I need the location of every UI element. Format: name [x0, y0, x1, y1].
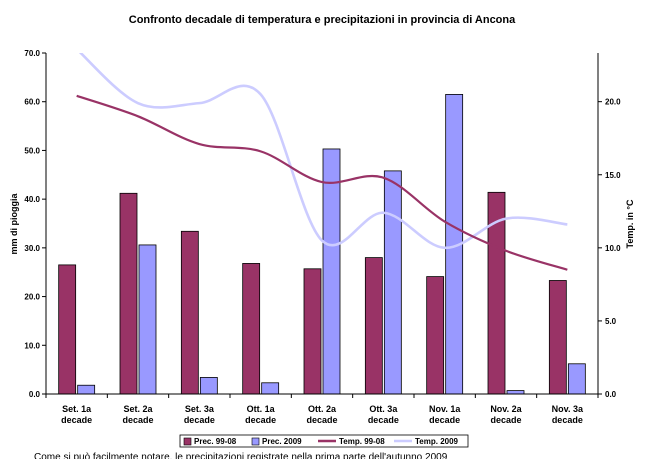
bar-prec-99-08-2: [180, 230, 199, 395]
y-left-tick-label-7: 70.0: [24, 49, 40, 58]
x-tick-label-7-0: Nov. 2a: [490, 404, 522, 414]
y-right-tick-label-1: 5.0: [605, 317, 617, 326]
y-axis-right-label: Temp. in °C: [625, 199, 635, 248]
line-temp-99-08: [76, 94, 568, 271]
bar-prec-2009-1: [138, 244, 157, 395]
y-right-tick-label-2: 10.0: [605, 244, 621, 253]
y-right-tick-label-0: 0.0: [605, 390, 617, 399]
legend-label-1: Prec. 2009: [262, 437, 302, 446]
y-left-tick-label-5: 50.0: [24, 146, 40, 155]
x-tick-label-7-1: decade: [490, 415, 521, 425]
x-tick-label-5-0: Ott. 3a: [369, 404, 398, 414]
x-tick-label-1-1: decade: [122, 415, 153, 425]
bar-prec-99-08-5: [364, 257, 383, 395]
y-right-tick-label-4: 20.0: [605, 98, 621, 107]
bar-prec-2009-7: [506, 390, 525, 395]
y-right-tick-label-3: 15.0: [605, 171, 621, 180]
y-left-tick-label-2: 20.0: [24, 293, 40, 302]
y-axis-left-label: mm di pioggia: [9, 193, 19, 255]
x-tick-label-3-0: Ott. 1a: [247, 404, 276, 414]
legend-label-2: Temp. 99-08: [339, 437, 385, 446]
x-tick-label-4-1: decade: [306, 415, 337, 425]
legend-swatch-1: [251, 437, 260, 446]
bar-prec-2009-4: [322, 148, 341, 395]
bar-prec-99-08-6: [426, 276, 445, 395]
x-tick-label-1-0: Set. 2a: [123, 404, 153, 414]
y-left-tick-label-6: 60.0: [24, 98, 40, 107]
x-tick-label-8-0: Nov. 3a: [552, 404, 584, 414]
x-tick-label-0-0: Set. 1a: [62, 404, 92, 414]
bar-prec-99-08-4: [303, 268, 322, 395]
x-tick-label-6-1: decade: [429, 415, 460, 425]
bar-prec-2009-8: [567, 363, 586, 395]
y-left-tick-label-3: 30.0: [24, 244, 40, 253]
y-left-tick-label-1: 10.0: [24, 341, 40, 350]
x-tick-label-8-1: decade: [552, 415, 583, 425]
legend-label-0: Prec. 99-08: [194, 437, 237, 446]
y-left-tick-label-4: 40.0: [24, 195, 40, 204]
legend-label-3: Temp. 2009: [415, 437, 459, 446]
bar-prec-99-08-1: [119, 192, 138, 395]
bar-prec-99-08-3: [242, 263, 261, 395]
bar-prec-2009-5: [383, 170, 402, 395]
bar-prec-2009-2: [199, 377, 218, 395]
x-tick-label-0-1: decade: [61, 415, 92, 425]
bar-prec-2009-0: [77, 384, 96, 395]
x-tick-label-6-0: Nov. 1a: [429, 404, 461, 414]
x-tick-label-2-0: Set. 3a: [185, 404, 215, 414]
y-left-tick-label-0: 0.0: [29, 390, 41, 399]
bar-prec-2009-3: [261, 382, 280, 395]
footer-text: Come si può facilmente notare, le precip…: [34, 452, 448, 459]
x-tick-label-5-1: decade: [368, 415, 399, 425]
bar-prec-99-08-0: [58, 264, 77, 395]
chart-title: Confronto decadale di temperatura e prec…: [129, 14, 516, 26]
x-tick-label-4-0: Ott. 2a: [308, 404, 337, 414]
legend-swatch-0: [183, 437, 192, 446]
x-tick-label-2-1: decade: [184, 415, 215, 425]
bar-prec-99-08-8: [548, 280, 567, 395]
x-tick-label-3-1: decade: [245, 415, 276, 425]
